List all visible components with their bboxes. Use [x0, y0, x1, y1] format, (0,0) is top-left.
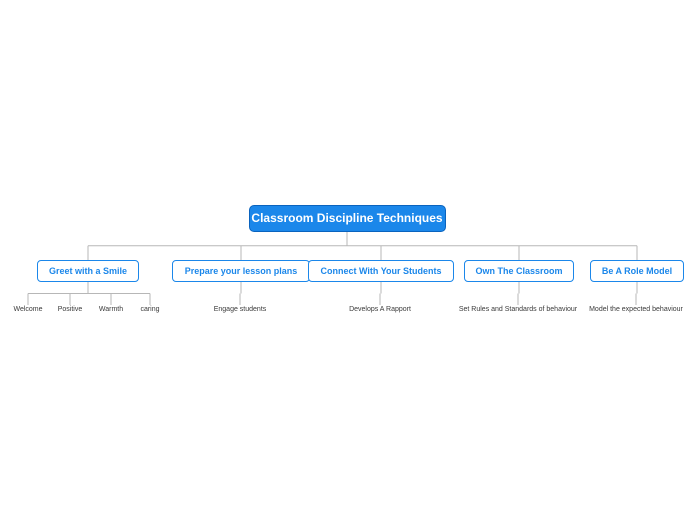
branch-greet[interactable]: Greet with a Smile	[37, 260, 139, 282]
root-node[interactable]: Classroom Discipline Techniques	[249, 205, 446, 232]
branch-label: Own The Classroom	[475, 266, 562, 276]
root-label: Classroom Discipline Techniques	[251, 211, 442, 225]
branch-connect[interactable]: Connect With Your Students	[308, 260, 454, 282]
leaf-label: Engage students	[214, 306, 267, 313]
branch-label: Greet with a Smile	[49, 266, 127, 276]
leaf-node: Model the expected behaviour	[536, 306, 696, 313]
mindmap-stage: Classroom Discipline Techniques Greet wit…	[0, 0, 696, 520]
branch-label: Prepare your lesson plans	[185, 266, 298, 276]
leaf-label: Model the expected behaviour	[589, 306, 683, 313]
branch-label: Be A Role Model	[602, 266, 672, 276]
branch-prepare[interactable]: Prepare your lesson plans	[172, 260, 310, 282]
branch-label: Connect With Your Students	[320, 266, 441, 276]
branch-rolemodel[interactable]: Be A Role Model	[590, 260, 684, 282]
branch-own[interactable]: Own The Classroom	[464, 260, 574, 282]
leaf-label: Develops A Rapport	[349, 306, 411, 313]
